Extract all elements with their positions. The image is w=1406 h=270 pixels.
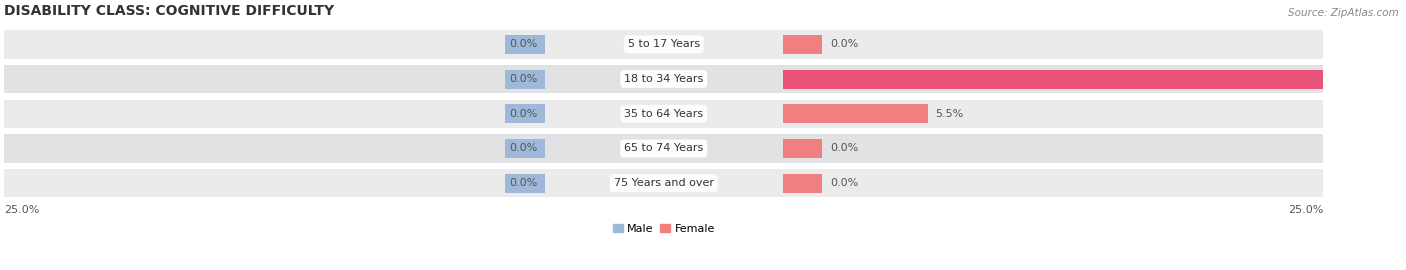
Text: DISABILITY CLASS: COGNITIVE DIFFICULTY: DISABILITY CLASS: COGNITIVE DIFFICULTY xyxy=(4,4,335,18)
Text: 0.0%: 0.0% xyxy=(509,109,537,119)
Text: 35 to 64 Years: 35 to 64 Years xyxy=(624,109,703,119)
Bar xyxy=(506,35,546,54)
Text: 5 to 17 Years: 5 to 17 Years xyxy=(627,39,700,49)
Text: 75 Years and over: 75 Years and over xyxy=(614,178,714,188)
Legend: Male, Female: Male, Female xyxy=(609,219,720,238)
Bar xyxy=(4,30,1323,59)
Text: 65 to 74 Years: 65 to 74 Years xyxy=(624,143,703,154)
Text: 25.0%: 25.0% xyxy=(1288,205,1323,215)
Bar xyxy=(4,169,1323,197)
Bar xyxy=(783,174,823,193)
Bar xyxy=(4,100,1323,128)
Text: 5.5%: 5.5% xyxy=(935,109,963,119)
Bar xyxy=(506,104,546,123)
Bar xyxy=(783,35,823,54)
Bar xyxy=(4,134,1323,163)
Text: 25.0%: 25.0% xyxy=(4,205,39,215)
Bar xyxy=(783,69,1406,89)
Text: 0.0%: 0.0% xyxy=(509,39,537,49)
Bar xyxy=(783,104,928,123)
Bar xyxy=(783,139,823,158)
Text: 0.0%: 0.0% xyxy=(509,74,537,84)
Text: 24.4%: 24.4% xyxy=(1379,74,1406,84)
Bar xyxy=(506,139,546,158)
Text: 0.0%: 0.0% xyxy=(830,39,858,49)
Bar xyxy=(506,69,546,89)
Text: 0.0%: 0.0% xyxy=(509,143,537,154)
Text: 0.0%: 0.0% xyxy=(830,178,858,188)
Text: 0.0%: 0.0% xyxy=(830,143,858,154)
Text: Source: ZipAtlas.com: Source: ZipAtlas.com xyxy=(1288,8,1399,18)
Text: 18 to 34 Years: 18 to 34 Years xyxy=(624,74,703,84)
Bar xyxy=(506,174,546,193)
Text: 0.0%: 0.0% xyxy=(509,178,537,188)
Bar xyxy=(4,65,1323,93)
